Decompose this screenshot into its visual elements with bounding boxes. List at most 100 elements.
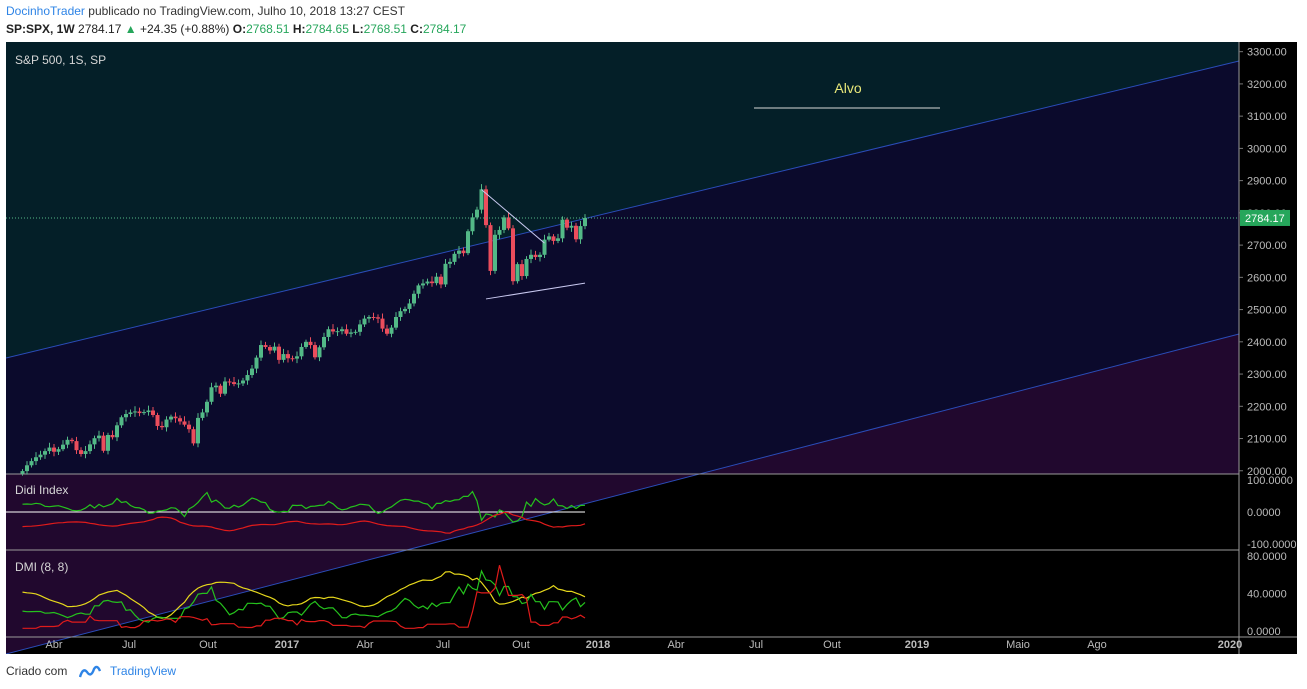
candle-body xyxy=(137,411,142,414)
triangle-upper-line xyxy=(481,189,545,244)
high-value: 2784.65 xyxy=(305,22,349,36)
candle-body xyxy=(79,450,83,455)
candle-body xyxy=(502,217,506,230)
triangle-lower-line xyxy=(485,282,586,300)
candle-body xyxy=(245,375,250,381)
didi-tick-label: 100.0000 xyxy=(1247,475,1293,487)
time-tick-label: Jul xyxy=(436,639,450,651)
candle-body xyxy=(326,329,331,337)
dmi-minus-line xyxy=(22,565,586,629)
candle-body xyxy=(254,357,259,369)
didi-red-line xyxy=(22,511,586,534)
candle-body xyxy=(277,346,281,360)
candle-body xyxy=(322,336,326,348)
time-tick-label: Out xyxy=(512,639,530,651)
candle-body xyxy=(488,225,493,271)
candle-body xyxy=(61,444,65,450)
close-value: 2784.17 xyxy=(422,22,467,36)
candle-body xyxy=(340,329,344,332)
candle-body xyxy=(389,327,394,334)
candle-body xyxy=(484,189,488,226)
candle-body xyxy=(542,239,547,255)
candle-body xyxy=(178,418,182,422)
candle-body xyxy=(547,236,551,240)
candle-body xyxy=(142,412,146,414)
candle-body xyxy=(250,368,254,376)
candle-body xyxy=(412,293,416,304)
time-tick-label: Abr xyxy=(667,639,684,651)
chart-canvas[interactable]: 3300.003200.003100.003000.002900.002800.… xyxy=(6,42,1297,654)
candle-body xyxy=(133,411,137,413)
candle-body xyxy=(209,387,214,402)
dmi-tick-label: 0.0000 xyxy=(1247,626,1281,638)
candle-body xyxy=(466,231,470,254)
candle-body xyxy=(88,444,92,452)
candle-body xyxy=(335,331,340,333)
candle-body xyxy=(259,345,263,358)
candle-body xyxy=(362,318,367,325)
candle-body xyxy=(376,317,380,319)
published-text: publicado no TradingView.com, Julho 10, … xyxy=(88,4,405,18)
candle-body xyxy=(106,434,110,451)
symbol-label: SP:SPX, 1W xyxy=(6,22,75,36)
open-value: 2768.51 xyxy=(246,22,290,36)
candle-body xyxy=(43,451,47,455)
price-tick-label: 3200.00 xyxy=(1247,79,1287,91)
candle-body xyxy=(313,345,317,358)
price-tick-label: 3100.00 xyxy=(1247,111,1287,123)
candle-body xyxy=(358,324,362,332)
candle-body xyxy=(97,435,101,439)
candle-body xyxy=(353,331,358,333)
price-tick-label: 2200.00 xyxy=(1247,401,1287,413)
price-tick-label: 2100.00 xyxy=(1247,434,1287,446)
candle-body xyxy=(560,219,565,239)
channel-lower-line xyxy=(6,333,1240,654)
candle-body xyxy=(578,226,583,240)
candle-body xyxy=(232,382,236,385)
dmi-tick-label: 80.0000 xyxy=(1247,551,1287,563)
candle-body xyxy=(263,345,268,347)
candle-body xyxy=(34,457,38,462)
last-price-tag-label: 2784.17 xyxy=(1245,213,1285,225)
candle-body xyxy=(448,261,452,264)
time-tick-label: Jul xyxy=(122,639,136,651)
candle-body xyxy=(70,439,74,442)
candle-body xyxy=(56,449,61,452)
candle-body xyxy=(83,451,88,455)
price-tick-label: 2300.00 xyxy=(1247,369,1287,381)
time-tick-label: Out xyxy=(823,639,841,651)
candle-body xyxy=(511,228,515,282)
main-title: S&P 500, 1S, SP xyxy=(15,53,106,67)
candle-body xyxy=(295,356,299,359)
candle-body xyxy=(29,461,34,466)
price-tick-label: 2000.00 xyxy=(1247,466,1287,478)
tradingview-link[interactable]: TradingView xyxy=(110,664,177,678)
up-arrow-icon: ▲ xyxy=(124,22,137,36)
candle-body xyxy=(583,218,587,227)
didi-tick-label: -100.0000 xyxy=(1247,539,1297,551)
time-tick-label: Out xyxy=(199,639,217,651)
candle-body xyxy=(272,346,277,351)
candle-body xyxy=(227,381,232,383)
candle-body xyxy=(461,250,466,254)
candle-body xyxy=(515,264,520,282)
candle-body xyxy=(200,412,205,418)
time-tick-label: Maio xyxy=(1006,639,1030,651)
publication-header: DocinhoTrader publicado no TradingView.c… xyxy=(6,4,405,18)
time-tick-label: Jul xyxy=(749,639,763,651)
dmi-tick-label: 40.0000 xyxy=(1247,589,1287,601)
candle-body xyxy=(196,417,200,444)
time-tick-label: Abr xyxy=(45,639,62,651)
candle-body xyxy=(569,225,574,228)
price-tick-label: 3000.00 xyxy=(1247,143,1287,155)
price-tick-label: 3300.00 xyxy=(1247,47,1287,59)
candle-body xyxy=(119,417,124,426)
price-change: +24.35 (+0.88%) xyxy=(140,22,230,36)
candle-body xyxy=(538,254,542,258)
candle-body xyxy=(299,346,304,357)
candle-body xyxy=(344,329,349,334)
made-with-label: Criado com xyxy=(6,664,68,678)
candle-body xyxy=(394,316,398,328)
candle-body xyxy=(92,438,97,445)
author-link[interactable]: DocinhoTrader xyxy=(6,4,85,18)
